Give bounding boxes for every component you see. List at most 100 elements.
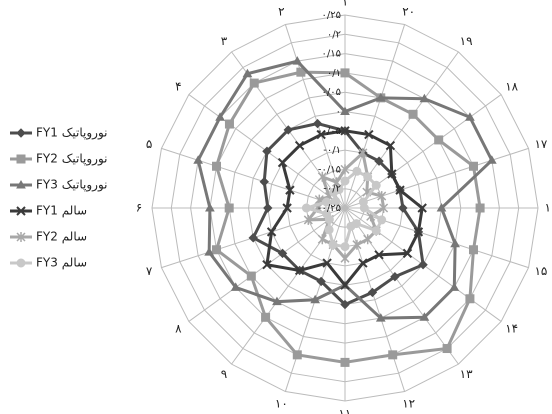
- spoke: [344, 24, 406, 209]
- data-point: [377, 191, 387, 202]
- data-point: [340, 253, 350, 264]
- data-point: [375, 313, 386, 322]
- data-point: [301, 203, 311, 213]
- data-point: [316, 129, 326, 140]
- data-point: [324, 214, 334, 224]
- data-point: [340, 68, 350, 78]
- spoke: [231, 207, 346, 365]
- axis-label: ۱۲: [402, 396, 415, 410]
- data-point: [379, 203, 389, 213]
- data-point: [215, 112, 225, 121]
- data-point: [317, 171, 327, 182]
- axis-label: ۱۹: [460, 34, 473, 48]
- data-point: [340, 299, 350, 310]
- tick-label: -۰/۱۵: [318, 164, 341, 175]
- tick-label: ۰: [336, 107, 341, 118]
- axis-label: ۱۶: [545, 201, 552, 215]
- data-point: [385, 140, 396, 151]
- data-point: [352, 166, 362, 176]
- data-point: [332, 177, 342, 188]
- data-point: [351, 219, 361, 229]
- data-point: [375, 92, 386, 102]
- data-point: [248, 233, 258, 243]
- data-point: [230, 282, 241, 291]
- data-point: [224, 119, 234, 129]
- data-point: [212, 245, 222, 255]
- spoke: [344, 207, 406, 392]
- axis-label: ۹: [221, 367, 227, 381]
- data-point: [364, 129, 374, 140]
- data-point: [331, 196, 341, 206]
- data-point: [262, 260, 272, 270]
- data-point: [419, 93, 430, 103]
- data-point: [242, 68, 253, 78]
- data-point: [324, 225, 334, 235]
- data-point: [398, 203, 408, 213]
- data-point: [358, 197, 368, 207]
- axis-label: ۲: [278, 5, 284, 19]
- data-point: [261, 312, 271, 322]
- data-point: [418, 260, 428, 270]
- axis-label: ۸: [175, 322, 182, 336]
- data-point: [417, 203, 427, 213]
- axis-label: ۱۱: [339, 407, 352, 414]
- data-point: [259, 177, 269, 187]
- tick-label: ۰/۰۵: [322, 87, 341, 98]
- legend-label: FY3 نوروپاتیک: [36, 178, 108, 193]
- data-point: [294, 265, 305, 276]
- legend-marker: [16, 179, 26, 189]
- data-point: [377, 215, 387, 225]
- data-point: [419, 312, 430, 321]
- legend-marker: [16, 258, 26, 268]
- legend-marker: [16, 128, 26, 138]
- data-point: [475, 203, 485, 213]
- legend-label: FY3 سالم: [36, 256, 87, 270]
- spoke: [344, 51, 459, 209]
- axis-label: ۱۰: [275, 396, 288, 410]
- data-point: [450, 238, 460, 248]
- tick-label: -۰/۲: [323, 184, 341, 195]
- legend-marker: [16, 232, 26, 242]
- axis-label: ۱: [342, 0, 348, 9]
- data-point: [263, 203, 273, 213]
- data-point: [340, 126, 350, 136]
- data-point: [310, 294, 321, 304]
- legend-marker: [16, 154, 26, 164]
- data-point: [322, 197, 332, 207]
- data-point: [204, 247, 215, 256]
- data-point: [363, 172, 373, 182]
- data-point: [367, 287, 378, 298]
- legend-label: FY1 سالم: [36, 204, 87, 218]
- data-point: [340, 164, 350, 175]
- data-point: [266, 227, 277, 237]
- data-point: [465, 294, 475, 304]
- legend-label: FY2 نوروپاتیک: [36, 152, 108, 167]
- data-point: [272, 296, 282, 306]
- data-point: [285, 185, 295, 195]
- data-point: [277, 157, 288, 168]
- data-point: [465, 112, 475, 121]
- data-point: [436, 202, 447, 212]
- data-point: [205, 202, 215, 212]
- data-point: [294, 140, 305, 151]
- spoke: [344, 207, 529, 269]
- data-point: [212, 161, 222, 171]
- data-point: [316, 276, 326, 287]
- data-point: [340, 106, 350, 115]
- spoke: [161, 147, 346, 209]
- data-point: [292, 56, 303, 65]
- data-point: [388, 350, 398, 360]
- spoke: [284, 24, 346, 209]
- data-point: [371, 180, 381, 190]
- data-point: [413, 227, 424, 237]
- axis-label: ۱۴: [505, 322, 518, 336]
- data-point: [283, 125, 293, 135]
- spoke: [344, 207, 459, 365]
- tick-label: ۰/۲: [327, 29, 341, 40]
- data-point: [340, 280, 350, 290]
- data-point: [387, 169, 397, 179]
- data-point: [374, 156, 384, 166]
- data-point: [340, 357, 350, 367]
- data-point: [292, 350, 302, 360]
- data-point: [329, 187, 339, 197]
